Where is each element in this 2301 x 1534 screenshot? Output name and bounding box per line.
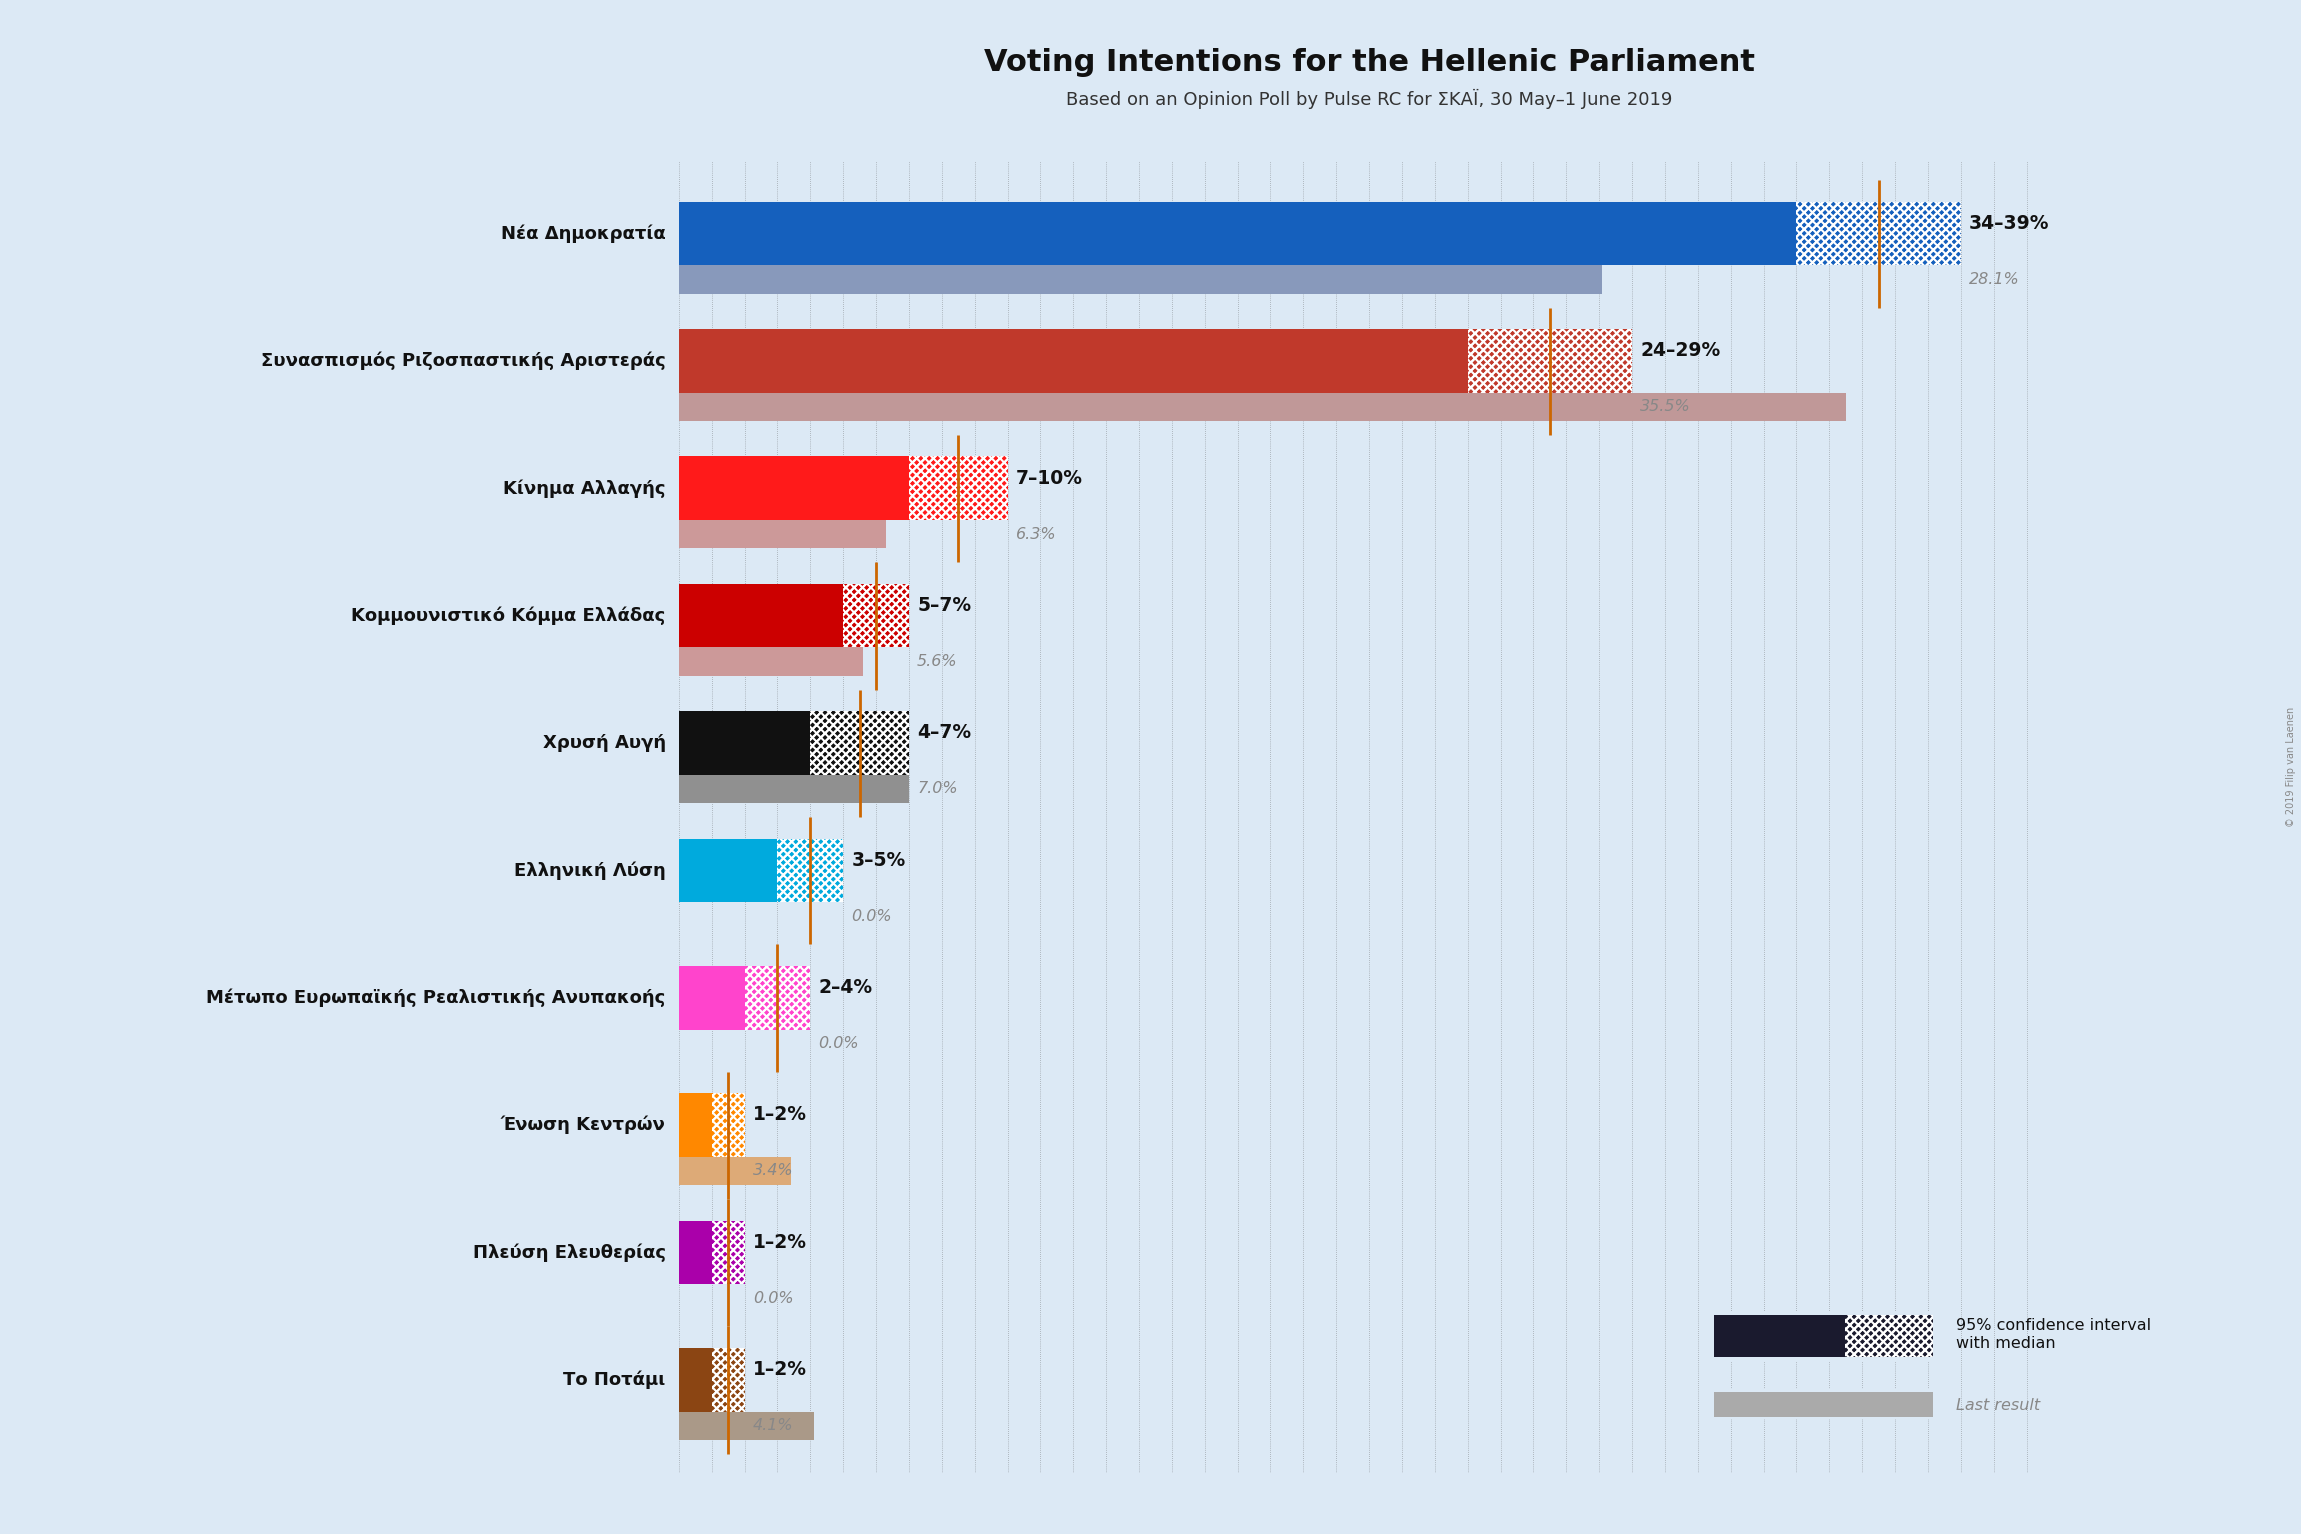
Bar	[842, 584, 909, 647]
Bar	[679, 1157, 792, 1184]
Bar	[679, 584, 842, 647]
Bar	[909, 457, 1008, 520]
Text: Κομμουνιστικό Κόμμα Ελλάδας: Κομμουνιστικό Κόμμα Ελλάδας	[352, 606, 665, 624]
Bar	[679, 775, 909, 802]
Text: 3–5%: 3–5%	[851, 851, 907, 870]
Text: © 2019 Filip van Laenen: © 2019 Filip van Laenen	[2287, 707, 2296, 827]
Text: 95% confidence interval
with median: 95% confidence interval with median	[1956, 1318, 2151, 1351]
Bar	[679, 1411, 815, 1439]
Text: 35.5%: 35.5%	[1641, 399, 1691, 414]
Bar	[1714, 1315, 1845, 1358]
Bar	[1468, 330, 1631, 393]
Text: Χρυσή Αυγή: Χρυσή Αυγή	[543, 733, 665, 752]
Bar	[711, 1221, 746, 1284]
Bar	[778, 839, 842, 902]
Text: 34–39%: 34–39%	[1970, 213, 2050, 233]
Text: 4–7%: 4–7%	[918, 724, 971, 742]
Text: 28.1%: 28.1%	[1970, 272, 2020, 287]
Bar	[679, 265, 1601, 293]
Bar	[679, 202, 1797, 265]
Bar	[711, 1094, 746, 1157]
Bar	[1714, 1391, 1933, 1417]
Bar	[746, 966, 810, 1029]
Text: 0.0%: 0.0%	[819, 1035, 858, 1051]
Bar	[746, 966, 810, 1029]
Text: 1–2%: 1–2%	[752, 1361, 808, 1379]
Bar	[1797, 202, 1960, 265]
Text: 1–2%: 1–2%	[752, 1106, 808, 1124]
Bar	[1797, 202, 1960, 265]
Bar	[679, 966, 746, 1029]
Text: 7.0%: 7.0%	[918, 781, 957, 796]
Text: 7–10%: 7–10%	[1015, 469, 1084, 488]
Text: Μέτωπο Ευρωπαϊκής Ρεαλιστικής Ανυπακοής: Μέτωπο Ευρωπαϊκής Ρεαλιστικής Ανυπακοής	[207, 988, 665, 1006]
Bar	[679, 330, 1468, 393]
Text: Last result: Last result	[1956, 1397, 2041, 1413]
Bar	[679, 712, 810, 775]
Bar	[778, 839, 842, 902]
Bar	[711, 1094, 746, 1157]
Bar	[909, 457, 1008, 520]
Bar	[711, 1221, 746, 1284]
Bar	[711, 1348, 746, 1411]
Text: 5–7%: 5–7%	[918, 597, 971, 615]
Bar	[679, 520, 886, 548]
Bar	[711, 1094, 746, 1157]
Text: 1–2%: 1–2%	[752, 1233, 808, 1252]
Text: Συνασπισμός Ριζοσπαστικής Αριστεράς: Συνασπισμός Ριζοσπαστικής Αριστεράς	[260, 351, 665, 370]
Bar	[842, 584, 909, 647]
Text: 2–4%: 2–4%	[819, 979, 872, 997]
Text: Το Ποτάμι: Το Ποτάμι	[564, 1370, 665, 1388]
Text: Based on an Opinion Poll by Pulse RC for ΣΚΑΪ, 30 May–1 June 2019: Based on an Opinion Poll by Pulse RC for…	[1065, 89, 1673, 109]
Bar	[1797, 202, 1960, 265]
Bar	[679, 457, 909, 520]
Text: 0.0%: 0.0%	[851, 908, 893, 923]
Text: Νέα Δημοκρατία: Νέα Δημοκρατία	[502, 224, 665, 242]
Bar	[679, 1094, 711, 1157]
Bar	[711, 1348, 746, 1411]
Bar	[909, 457, 1008, 520]
Text: Ένωση Κεντρών: Ένωση Κεντρών	[502, 1115, 665, 1134]
Text: Voting Intentions for the Hellenic Parliament: Voting Intentions for the Hellenic Parli…	[983, 48, 1756, 77]
Bar	[1845, 1315, 1933, 1358]
Bar	[746, 966, 810, 1029]
Bar	[711, 1348, 746, 1411]
Bar	[1468, 330, 1631, 393]
Bar	[679, 647, 863, 675]
Bar	[679, 1348, 711, 1411]
Bar	[1845, 1315, 1933, 1358]
Text: Πλεύση Ελευθερίας: Πλεύση Ελευθερίας	[472, 1243, 665, 1261]
Text: 24–29%: 24–29%	[1641, 341, 1721, 360]
Text: 6.3%: 6.3%	[1015, 526, 1056, 542]
Bar	[778, 839, 842, 902]
Text: 5.6%: 5.6%	[918, 653, 957, 669]
Bar	[842, 584, 909, 647]
Bar	[679, 1221, 711, 1284]
Text: 0.0%: 0.0%	[752, 1290, 794, 1305]
Bar	[679, 393, 1845, 420]
Bar	[1468, 330, 1631, 393]
Text: 3.4%: 3.4%	[752, 1163, 794, 1178]
Bar	[711, 1221, 746, 1284]
Text: Ελληνική Λύση: Ελληνική Λύση	[513, 861, 665, 879]
Bar	[810, 712, 909, 775]
Text: Κίνημα Αλλαγής: Κίνημα Αλλαγής	[504, 479, 665, 497]
Bar	[810, 712, 909, 775]
Bar	[810, 712, 909, 775]
Text: 4.1%: 4.1%	[752, 1417, 794, 1433]
Bar	[679, 839, 778, 902]
